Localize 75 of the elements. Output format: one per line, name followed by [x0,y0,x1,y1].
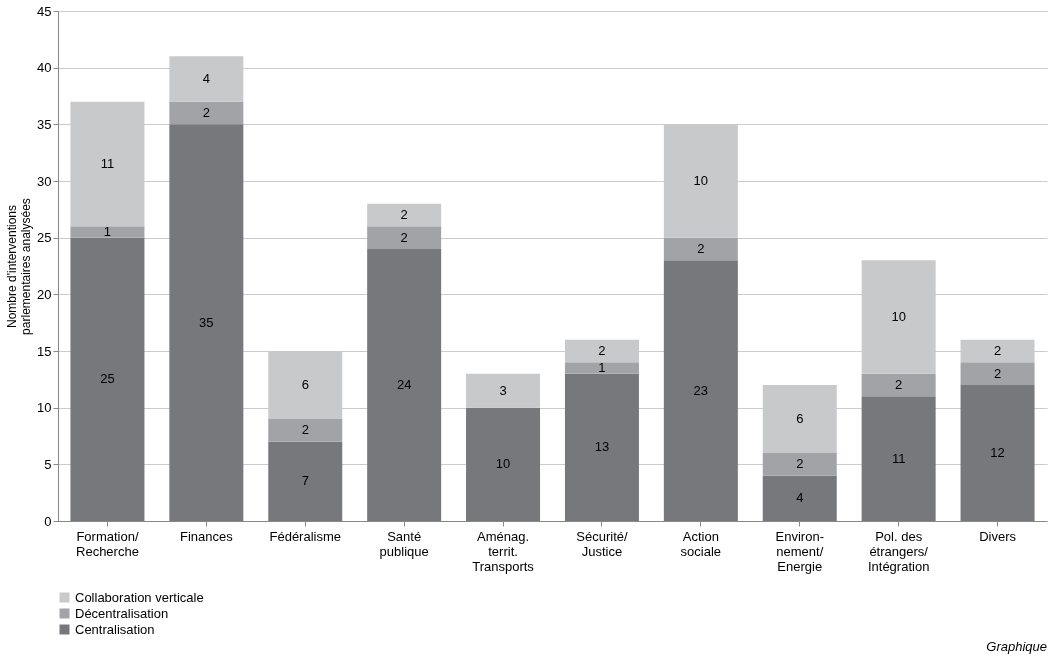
data-label: 2 [697,241,705,256]
data-label: 7 [301,473,309,489]
bar [70,237,145,521]
bar [367,249,442,521]
y-tick-label: 25 [37,230,52,246]
bar [861,373,936,397]
y-tick-label: 10 [37,400,52,416]
legend-label: Centralisation [75,621,155,637]
legend-label: Collaboration verticale [75,589,204,605]
bar [70,226,145,238]
x-tick-label: Pol. des étrangers/ Intégration [867,528,930,574]
bar [367,203,442,227]
data-label: 1 [598,360,606,375]
y-tick-label: 20 [37,286,52,302]
bar [960,385,1035,521]
data-label: 1 [103,224,112,239]
bar [169,101,244,125]
bar [564,362,639,374]
x-tick-label: Santé publique [379,528,429,559]
bar [762,475,837,521]
data-label: 4 [202,71,210,86]
bar [169,124,244,521]
data-label: 2 [202,105,210,120]
y-axis-title: Nombre d'interventions parlementaires analysées [5,198,34,335]
data-label: 4 [796,490,804,506]
bar [564,373,639,521]
x-tick-label: Fédéralisme [269,528,342,544]
x-tick-label: Finances [179,528,234,544]
data-label: 11 [100,156,115,171]
data-label: 12 [990,445,1005,460]
data-label: 2 [400,207,408,222]
data-label: 2 [598,343,606,358]
x-tick-label: Environ- nement/ Energie [775,528,824,574]
data-label: 2 [895,377,903,392]
data-label: 10 [495,456,511,472]
data-label: 10 [693,173,709,188]
bar [466,407,541,521]
data-label: 11 [891,450,906,466]
bar [960,362,1035,385]
x-tick-label: Divers [979,528,1017,544]
legend-label: Décentralisation [75,605,169,621]
x-tick-label: Sécurité/ Justice [576,528,628,559]
y-tick-label: 5 [44,456,52,472]
data-label: 13 [594,439,610,455]
data-label: 6 [301,377,309,392]
data-label: 3 [499,382,507,398]
bar [466,373,541,408]
data-label: 25 [100,371,115,387]
bar [663,237,738,261]
data-label: 10 [891,309,906,324]
bar [268,419,343,442]
x-tick-label: Action sociale [680,528,722,559]
data-label: 2 [993,343,1002,358]
y-tick-label: 0 [44,513,52,529]
data-label: 2 [301,422,309,438]
bar [663,260,738,521]
x-tick-label: Formation/ Recherche [76,528,139,559]
data-label: 35 [199,314,214,330]
data-label: 2 [993,365,1002,381]
bar [762,453,837,476]
data-label: 2 [400,229,408,245]
data-label: 24 [396,377,412,392]
y-tick-label: 40 [37,60,52,76]
y-tick-label: 30 [37,173,52,189]
y-tick-label: 35 [37,116,52,132]
bar [861,396,936,521]
text: Graphique [986,639,1047,654]
bar [268,441,343,521]
data-label: 23 [693,382,709,398]
bar [367,226,442,249]
y-tick-label: 15 [37,343,52,359]
data-label: 2 [796,456,804,472]
x-tick-label: Aménag. territ. Transports [472,528,535,574]
data-label: 6 [796,411,804,426]
y-tick-label: 45 [37,3,52,19]
